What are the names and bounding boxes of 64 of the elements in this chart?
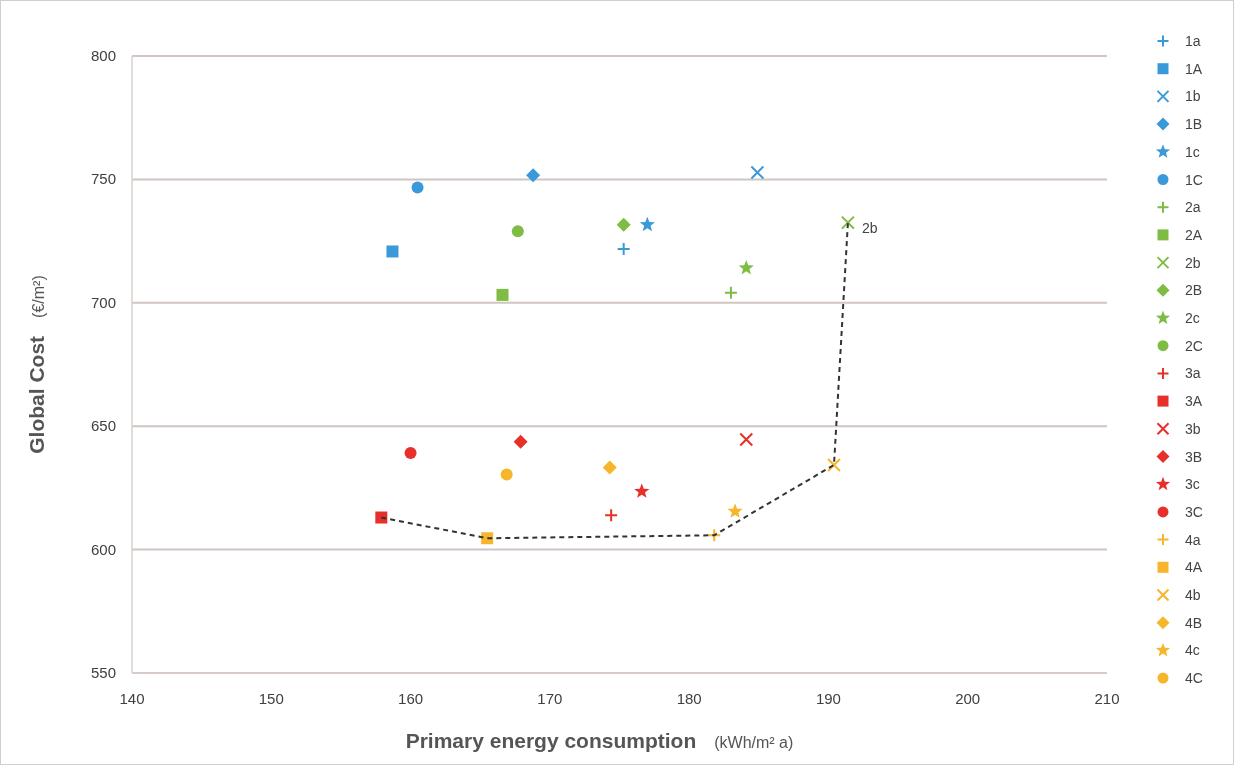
point <box>386 245 399 258</box>
legend-label: 4C <box>1185 670 1203 687</box>
legend-label: 2B <box>1185 282 1203 299</box>
legend-label: 3B <box>1185 448 1203 465</box>
point <box>526 168 541 183</box>
x-tick-label: 140 <box>119 690 145 707</box>
y-tick-label: 650 <box>90 417 116 435</box>
y-tick-label: 550 <box>90 664 116 681</box>
x-tick-label: 170 <box>537 690 563 707</box>
y-tick-label: 750 <box>90 170 116 188</box>
y-tick-label: 800 <box>90 47 116 64</box>
legend-label: 3c <box>1185 476 1200 493</box>
legend-label: 1C <box>1185 171 1203 188</box>
x-tick-label: 200 <box>955 690 981 707</box>
point <box>616 217 631 232</box>
point <box>738 260 754 275</box>
point <box>411 181 424 194</box>
legend-label: 2C <box>1185 337 1203 354</box>
legend-label: 2a <box>1185 199 1201 216</box>
legend-label: 2c <box>1185 310 1200 326</box>
y-axis-title: Global Cost (€/m²) <box>25 275 48 454</box>
legend-label: 3A <box>1185 393 1203 410</box>
y-tick-label: 600 <box>90 540 116 558</box>
point <box>404 447 417 460</box>
legend-label: 3a <box>1185 365 1201 382</box>
point <box>496 288 509 301</box>
x-tick-label: 160 <box>398 690 424 707</box>
point <box>727 503 743 518</box>
point <box>602 460 617 475</box>
point <box>840 215 855 230</box>
annotation: 2b <box>861 219 878 236</box>
point <box>707 528 722 543</box>
legend-label: 1B <box>1185 116 1203 133</box>
x-tick-label: 210 <box>1094 690 1120 707</box>
x-axis-title: Primary energy consumption (kWh/m² a) <box>405 729 794 752</box>
legend-label: 4c <box>1185 642 1200 659</box>
y-tick-label: 700 <box>90 293 116 311</box>
point <box>375 511 388 524</box>
legend-label: 3b <box>1185 420 1201 437</box>
x-tick-label: 150 <box>258 690 284 707</box>
point <box>481 532 494 545</box>
legend-label: 4a <box>1185 531 1201 548</box>
point <box>723 285 738 300</box>
legend-label: 1a <box>1185 33 1201 49</box>
legend-label: 4b <box>1185 587 1201 603</box>
x-tick-label: 190 <box>815 690 841 707</box>
point <box>604 508 619 523</box>
legend-label: 3C <box>1185 503 1203 520</box>
legend-label: 2A <box>1185 226 1203 243</box>
point <box>634 483 650 498</box>
point <box>513 434 528 449</box>
legend-label: 4B <box>1185 614 1203 631</box>
legend-label: 4A <box>1185 559 1203 576</box>
point <box>750 165 765 180</box>
point <box>639 216 655 232</box>
point <box>739 432 754 447</box>
legend-label: 1c <box>1185 143 1200 160</box>
point <box>827 457 841 472</box>
legend-label: 1A <box>1185 60 1203 77</box>
legend-label: 2b <box>1185 254 1201 271</box>
legend-label: 1b <box>1185 88 1201 105</box>
point <box>500 468 513 481</box>
x-tick-label: 180 <box>676 690 702 707</box>
point <box>511 225 524 238</box>
